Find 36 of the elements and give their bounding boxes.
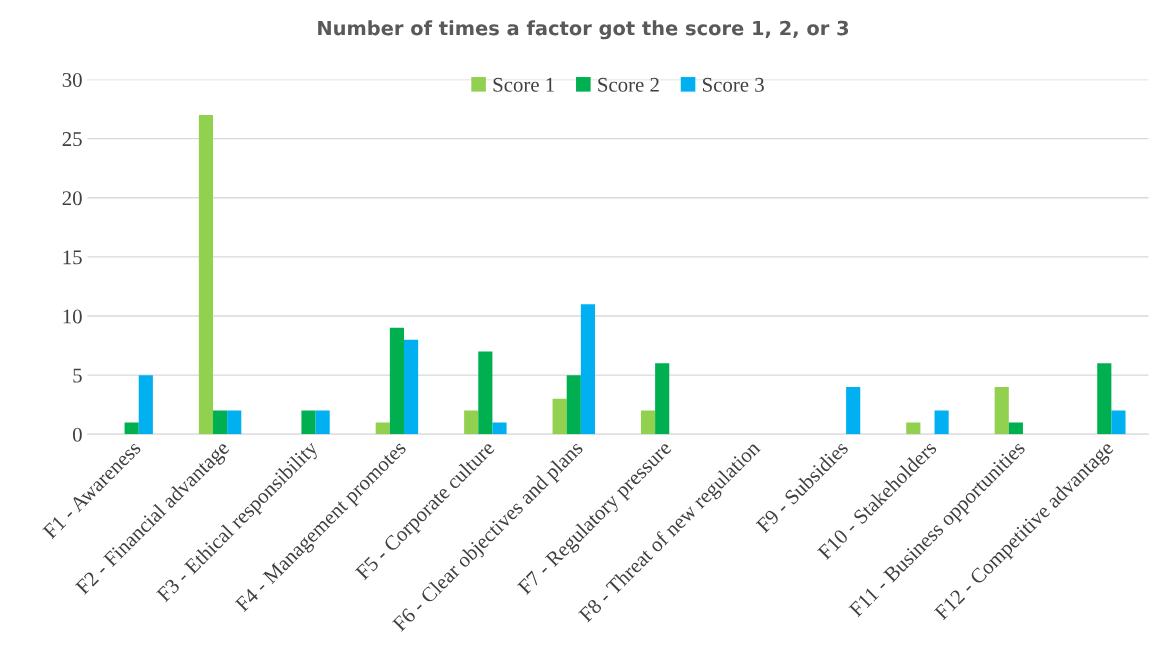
y-tick-label: 0: [72, 427, 82, 442]
y-tick-label: 15: [63, 250, 82, 265]
bar: [1008, 422, 1023, 435]
bar: [655, 363, 670, 435]
bar: [389, 327, 404, 435]
bar: [906, 422, 921, 435]
bar: [198, 115, 214, 435]
legend-label: Score 3: [702, 77, 764, 92]
bar: [994, 386, 1009, 435]
bar: [375, 422, 390, 435]
bar: [315, 410, 330, 435]
y-tick-label: 20: [62, 191, 82, 206]
bar: [301, 410, 316, 435]
bar: [213, 410, 228, 435]
bar: [492, 422, 507, 435]
bar: [1097, 363, 1112, 435]
chart-title: Number of times a factor got the score 1, 2, or 3: [318, 20, 849, 40]
bar: [566, 375, 581, 435]
bar: [124, 422, 139, 435]
y-tick-label: 30: [62, 72, 82, 87]
y-tick-label: 10: [63, 309, 82, 324]
legend-label: Score 1: [493, 77, 554, 92]
bar: [1111, 410, 1126, 435]
y-tick-label: 25: [62, 132, 82, 147]
bar: [580, 304, 595, 435]
bar: [934, 410, 949, 435]
bar: [404, 339, 419, 435]
bar: [552, 398, 567, 435]
bar: [138, 375, 153, 435]
bar: [640, 410, 656, 435]
legend-label: Score 2: [598, 77, 659, 92]
bar: [846, 386, 861, 435]
bar: [464, 410, 479, 435]
y-tick-label: 5: [73, 368, 82, 383]
bar: [478, 351, 493, 435]
bar: [227, 410, 242, 435]
